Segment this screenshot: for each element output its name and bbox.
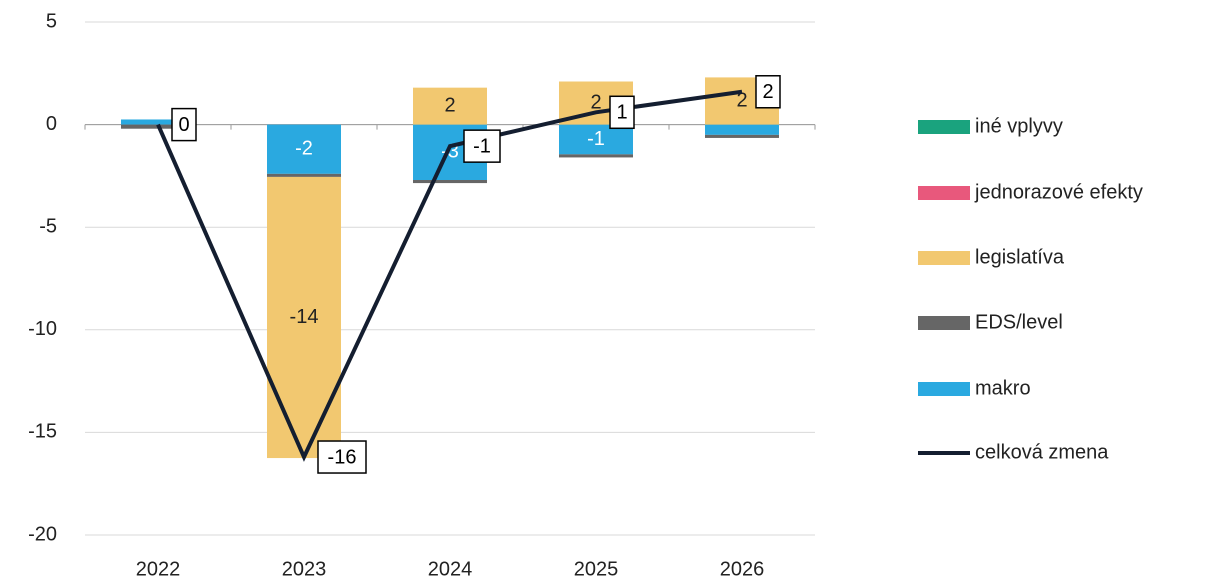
bar-value-label: -2 xyxy=(295,138,313,160)
bar-segment xyxy=(413,180,487,184)
bar-value-label: -1 xyxy=(587,128,605,150)
y-tick-label: -10 xyxy=(28,318,57,340)
total-label-box xyxy=(171,107,197,142)
legend-swatch xyxy=(918,316,970,330)
legend-label: EDS/level xyxy=(975,311,1063,333)
total-value-label: 1 xyxy=(616,102,627,124)
legend-label: celková zmena xyxy=(975,441,1109,463)
bar-value-label: -14 xyxy=(290,306,319,328)
total-value-label: -1 xyxy=(473,135,491,157)
bar-segment xyxy=(267,176,341,459)
y-tick-label: -5 xyxy=(39,215,57,237)
bar-segment xyxy=(121,119,195,125)
total-label-box xyxy=(463,129,501,163)
x-tick-label: 2024 xyxy=(428,558,473,580)
legend-label: legislatíva xyxy=(975,246,1065,268)
total-value-label: 0 xyxy=(178,114,189,136)
y-tick-label: -15 xyxy=(28,421,57,443)
bar-segment xyxy=(559,124,633,155)
x-tick-label: 2023 xyxy=(282,558,327,580)
y-tick-label: 5 xyxy=(46,10,57,32)
legend-swatch xyxy=(918,120,970,134)
legend-label: makro xyxy=(975,377,1031,399)
legend-swatch xyxy=(918,186,970,200)
bar-segment xyxy=(705,124,779,135)
x-tick-label: 2022 xyxy=(136,558,181,580)
bar-segment xyxy=(705,134,779,138)
legend-swatch xyxy=(918,382,970,396)
x-tick-label: 2026 xyxy=(720,558,765,580)
bar-value-label: 2 xyxy=(736,89,747,111)
total-label-box xyxy=(317,440,367,474)
legend-label: jednorazové efekty xyxy=(974,181,1143,203)
bar-segment xyxy=(413,87,487,125)
bar-segment xyxy=(267,124,341,174)
y-tick-label: -20 xyxy=(28,523,57,545)
y-tick-label: 0 xyxy=(46,113,57,135)
bar-value-label: 2 xyxy=(590,91,601,113)
bar-segment xyxy=(267,173,341,177)
total-label-box xyxy=(609,95,635,130)
total-value-label: 2 xyxy=(762,81,773,103)
total-value-label: -16 xyxy=(328,446,357,468)
x-tick-label: 2025 xyxy=(574,558,619,580)
legend-label: iné vplyvy xyxy=(975,115,1063,137)
bar-segment xyxy=(559,154,633,158)
bar-value-label: 2 xyxy=(444,94,455,116)
legend-swatch xyxy=(918,251,970,265)
total-label-box xyxy=(755,75,781,109)
total-line xyxy=(156,89,743,462)
